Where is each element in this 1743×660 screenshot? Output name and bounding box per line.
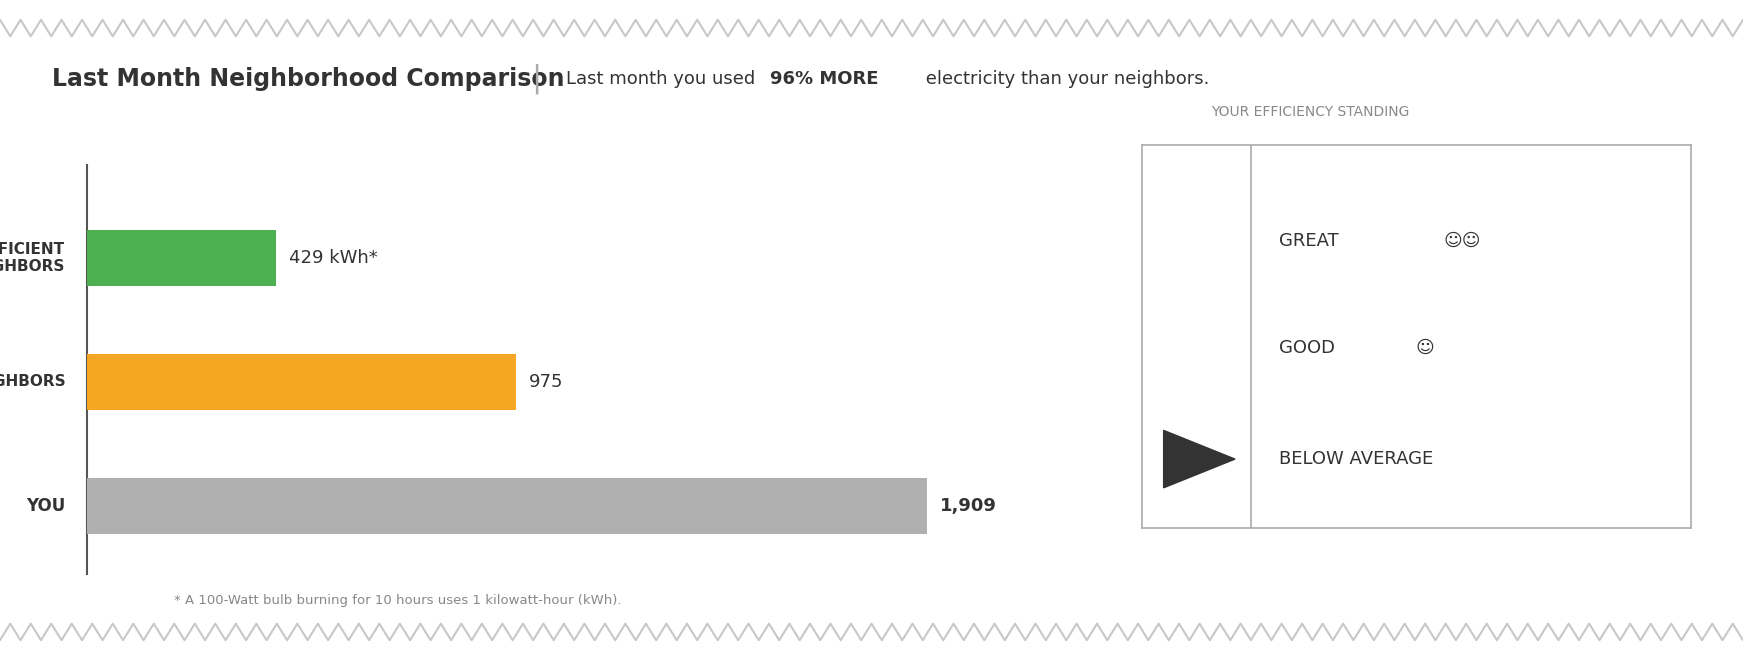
Text: Last month you used: Last month you used [566, 70, 762, 88]
Text: 1,909: 1,909 [939, 497, 997, 515]
Text: BELOW AVERAGE: BELOW AVERAGE [1279, 450, 1433, 468]
Text: 96% MORE: 96% MORE [770, 70, 878, 88]
Text: ☺: ☺ [1415, 339, 1434, 357]
Text: EFFICIENT
NEIGHBORS: EFFICIENT NEIGHBORS [0, 242, 64, 274]
Text: GOOD: GOOD [1279, 339, 1335, 357]
Text: |: | [532, 64, 542, 94]
Text: ☺☺: ☺☺ [1443, 232, 1482, 250]
Text: 429 kWh*: 429 kWh* [289, 249, 378, 267]
Bar [87, 478, 927, 534]
Text: Last Month Neighborhood Comparison: Last Month Neighborhood Comparison [52, 67, 565, 91]
Text: electricity than your neighbors.: electricity than your neighbors. [920, 70, 1210, 88]
Text: 975: 975 [530, 373, 563, 391]
Text: YOUR EFFICIENCY STANDING: YOUR EFFICIENCY STANDING [1211, 105, 1410, 119]
Text: YOU: YOU [26, 497, 64, 515]
Polygon shape [1164, 430, 1236, 488]
Text: * A 100-Watt bulb burning for 10 hours uses 1 kilowatt-hour (kWh).: * A 100-Watt bulb burning for 10 hours u… [174, 594, 622, 607]
Text: ALL NEIGHBORS: ALL NEIGHBORS [0, 374, 64, 389]
Bar [87, 230, 275, 286]
Text: GREAT: GREAT [1279, 232, 1339, 250]
Bar [87, 354, 516, 410]
